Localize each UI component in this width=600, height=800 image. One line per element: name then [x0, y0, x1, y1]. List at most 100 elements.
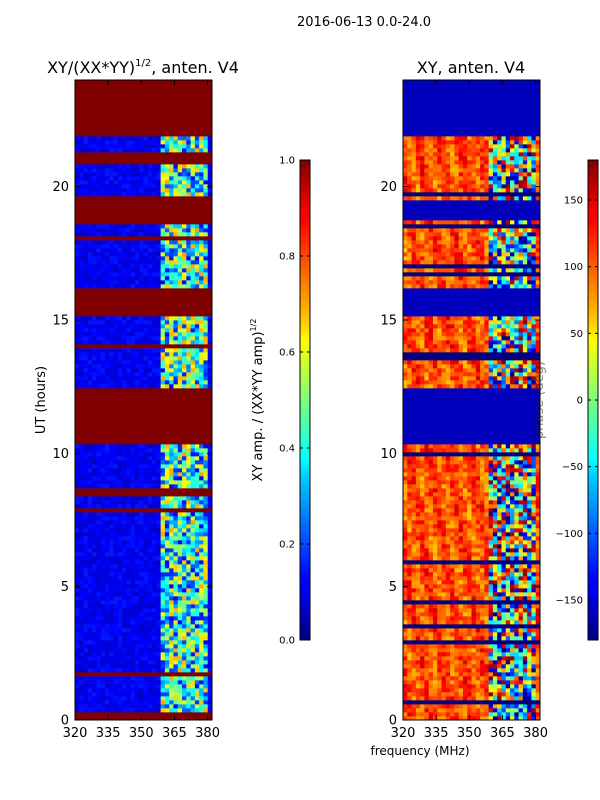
heatmap-cell: [207, 484, 213, 489]
heatmap-cell: [152, 312, 157, 317]
heatmap-cell: [87, 288, 93, 293]
heatmap-cell: [164, 192, 170, 197]
heatmap-cell: [156, 164, 161, 169]
heatmap-cell: [96, 372, 102, 377]
heatmap-cell: [160, 252, 166, 257]
heatmap-cell: [139, 556, 144, 561]
heatmap-cell: [147, 240, 153, 245]
heatmap-cell: [117, 116, 123, 121]
heatmap-cell: [130, 364, 136, 369]
heatmap-cell: [156, 268, 161, 273]
heatmap-cell: [186, 184, 191, 189]
heatmap-cell: [126, 284, 132, 289]
heatmap-cell: [173, 356, 179, 361]
heatmap-cell: [182, 536, 187, 541]
heatmap-cell: [92, 260, 97, 265]
heatmap-cell: [117, 156, 123, 161]
heatmap-cell: [75, 96, 80, 101]
heatmap-cell: [92, 652, 97, 657]
heatmap-cell: [83, 208, 89, 213]
heatmap-cell: [83, 364, 89, 369]
heatmap-cell: [104, 596, 110, 601]
heatmap-cell: [199, 444, 204, 449]
heatmap-cell: [92, 568, 97, 573]
heatmap-cell: [186, 232, 191, 237]
heatmap-cell: [182, 308, 187, 313]
heatmap-cell: [203, 140, 209, 145]
heatmap-cell: [173, 572, 179, 577]
heatmap-cell: [169, 276, 174, 281]
heatmap-cell: [117, 196, 123, 201]
heatmap-cell: [87, 544, 93, 549]
heatmap-cell: [104, 376, 110, 381]
heatmap-cell: [164, 160, 170, 165]
heatmap-cell: [147, 708, 153, 713]
heatmap-cell: [109, 372, 114, 377]
heatmap-cell: [109, 432, 114, 437]
heatmap-cell: [130, 544, 136, 549]
heatmap-cell: [96, 596, 102, 601]
heatmap-cell: [117, 232, 123, 237]
heatmap-cell: [194, 284, 200, 289]
heatmap-cell: [92, 304, 97, 309]
heatmap-cell: [186, 712, 191, 717]
heatmap-cell: [169, 612, 174, 617]
heatmap-cell: [83, 156, 89, 161]
heatmap-cell: [134, 640, 140, 645]
heatmap-cell: [92, 632, 97, 637]
heatmap-cell: [122, 676, 127, 681]
heatmap-cell: [92, 336, 97, 341]
heatmap-cell: [126, 224, 132, 229]
heatmap-cell: [169, 596, 174, 601]
heatmap-cell: [117, 604, 123, 609]
heatmap-cell: [156, 408, 161, 413]
heatmap-cell: [83, 464, 89, 469]
heatmap-cell: [83, 128, 89, 133]
heatmap-cell: [207, 280, 213, 285]
heatmap-cell: [199, 200, 204, 205]
heatmap-cell: [160, 196, 166, 201]
heatmap-cell: [182, 604, 187, 609]
heatmap-cell: [87, 396, 93, 401]
heatmap-cell: [173, 168, 179, 173]
heatmap-cell: [147, 540, 153, 545]
heatmap-cell: [194, 624, 200, 629]
heatmap-cell: [79, 464, 84, 469]
heatmap-cell: [199, 532, 204, 537]
heatmap-cell: [113, 440, 119, 445]
heatmap-cell: [139, 532, 144, 537]
heatmap-cell: [79, 148, 84, 153]
heatmap-cell: [169, 360, 174, 365]
heatmap-cell: [160, 228, 166, 233]
heatmap-cell: [186, 324, 191, 329]
heatmap-cell: [207, 460, 213, 465]
heatmap-cell: [126, 316, 132, 321]
heatmap-cell: [87, 428, 93, 433]
heatmap-cell: [134, 136, 140, 141]
heatmap-cell: [152, 628, 157, 633]
heatmap-cell: [147, 144, 153, 149]
heatmap-cell: [109, 528, 114, 533]
heatmap-cell: [139, 452, 144, 457]
heatmap-cell: [130, 668, 136, 673]
heatmap-cell: [152, 448, 157, 453]
heatmap-cell: [173, 700, 179, 705]
heatmap-cell: [139, 472, 144, 477]
heatmap-cell: [96, 116, 102, 121]
heatmap-cell: [143, 248, 149, 253]
heatmap-cell: [147, 392, 153, 397]
heatmap-cell: [207, 436, 213, 441]
heatmap-cell: [134, 580, 140, 585]
heatmap-cell: [169, 384, 174, 389]
heatmap-cell: [130, 620, 136, 625]
heatmap-cell: [199, 416, 204, 421]
heatmap-cell: [92, 244, 97, 249]
heatmap-cell: [203, 524, 209, 529]
heatmap-cell: [96, 628, 102, 633]
heatmap-cell: [126, 428, 132, 433]
heatmap-cell: [156, 608, 161, 613]
heatmap-cell: [117, 324, 123, 329]
heatmap-cell: [152, 608, 157, 613]
heatmap-cell: [186, 268, 191, 273]
heatmap-cell: [100, 712, 106, 717]
